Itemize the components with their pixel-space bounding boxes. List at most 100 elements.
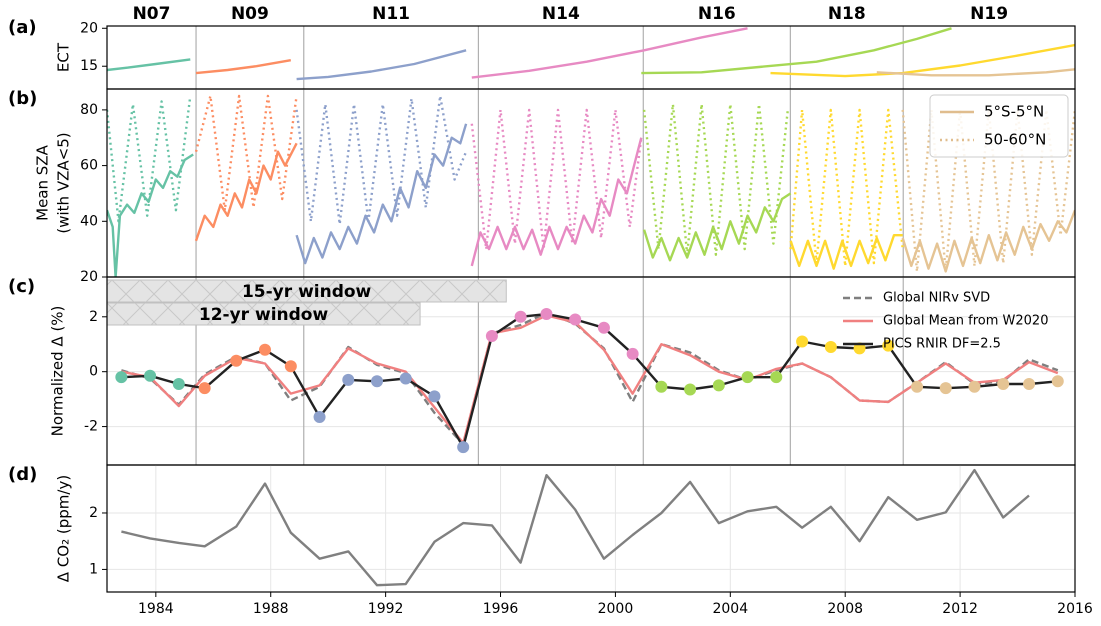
data-point <box>540 308 553 321</box>
data-point <box>684 383 697 396</box>
legend-label: Global Mean from W2020 <box>883 314 1048 329</box>
data-point <box>626 347 639 360</box>
panel <box>107 465 1075 592</box>
data-point <box>342 373 355 386</box>
panel <box>107 277 1075 465</box>
data-point <box>911 380 924 393</box>
y-axis-label: Mean SZA <box>34 144 52 220</box>
data-point <box>1051 375 1064 388</box>
satellite-label: N14 <box>542 4 580 24</box>
panel-label: (d) <box>8 464 37 485</box>
series-line <box>195 59 292 75</box>
y-tick-label: 60 <box>80 158 98 174</box>
window-label: 12-yr window <box>199 305 329 325</box>
x-tick-label: 1984 <box>138 601 174 617</box>
data-point <box>485 330 498 343</box>
series-line <box>471 27 748 79</box>
y-axis-label: Δ CO₂ (ppm/y) <box>55 475 73 582</box>
y-tick-label: 20 <box>80 269 98 285</box>
data-point <box>770 371 783 384</box>
satellite-label: N09 <box>231 4 269 24</box>
series-line <box>121 468 1030 587</box>
window-hatch <box>107 280 507 302</box>
data-point <box>172 378 185 391</box>
series-line <box>789 233 903 270</box>
series-line <box>470 137 643 267</box>
x-tick-label: 1992 <box>368 601 404 617</box>
data-point <box>399 372 412 385</box>
data-point <box>741 371 754 384</box>
y-tick-label: 15 <box>80 58 98 74</box>
data-point <box>968 380 981 393</box>
data-point <box>569 313 582 326</box>
data-point <box>514 310 527 323</box>
y-tick-label: 2 <box>89 309 98 325</box>
data-point <box>198 382 211 395</box>
satellite-label: N16 <box>698 4 736 24</box>
data-point <box>712 379 725 392</box>
data-point <box>144 369 157 382</box>
data-point <box>796 335 809 348</box>
y-tick-label: 40 <box>80 213 98 229</box>
data-point <box>824 340 837 353</box>
y-tick-label: -2 <box>84 419 98 435</box>
axes-frame <box>106 464 1076 593</box>
y-tick-label: 80 <box>80 102 98 118</box>
data-point <box>997 378 1010 391</box>
data-point <box>853 342 866 355</box>
data-point <box>428 390 441 403</box>
x-tick-label: 2012 <box>942 601 978 617</box>
legend-label: PICS RNIR DF=2.5 <box>883 337 1001 352</box>
series-line <box>296 49 467 81</box>
data-point <box>115 371 128 384</box>
panel <box>107 26 1075 89</box>
series-line <box>295 94 468 226</box>
data-point <box>1023 378 1036 391</box>
series-line <box>295 123 468 265</box>
series-line <box>121 312 1058 449</box>
data-point <box>371 375 384 388</box>
data-point <box>258 343 271 356</box>
panel-label: (a) <box>8 17 37 38</box>
series-line <box>770 43 1075 78</box>
data-point <box>230 354 243 367</box>
series-line <box>876 68 1075 77</box>
y-tick-label: 1 <box>89 561 98 577</box>
data-point <box>939 382 952 395</box>
x-tick-label: 1988 <box>253 601 289 617</box>
x-tick-label: 2016 <box>1057 601 1093 617</box>
legend-label: 50-60°N <box>984 131 1046 149</box>
window-label: 15-yr window <box>242 282 372 302</box>
legend-frame <box>929 94 1069 158</box>
satellite-label: N07 <box>133 4 171 24</box>
x-tick-label: 2004 <box>712 601 748 617</box>
x-tick-label: 2008 <box>827 601 863 617</box>
data-point <box>597 321 610 334</box>
y-tick-label: 20 <box>80 20 98 36</box>
data-point <box>655 380 668 393</box>
window-hatch <box>107 303 421 325</box>
series-line <box>641 27 952 75</box>
y-axis-label: ECT <box>55 42 73 72</box>
data-point <box>457 441 470 454</box>
series-line <box>642 192 792 262</box>
y-axis-label: Normalized Δ (%) <box>49 306 67 437</box>
panel-label: (b) <box>8 88 37 109</box>
x-tick-label: 2000 <box>598 601 634 617</box>
satellite-label: N11 <box>372 4 410 24</box>
series-line <box>107 153 194 277</box>
series-line <box>470 108 643 251</box>
series-line <box>642 103 789 256</box>
panel <box>107 89 1075 277</box>
legend-label: 5°S-5°N <box>984 103 1044 121</box>
series-line <box>107 58 191 72</box>
legend-label: Global NIRv SVD <box>883 291 990 306</box>
data-point <box>313 410 326 423</box>
data-point <box>882 339 895 352</box>
series-line <box>121 311 1059 446</box>
y-axis-label: (with VZA<5) <box>55 132 73 233</box>
x-tick-label: 1996 <box>483 601 519 617</box>
series-line <box>121 314 1059 445</box>
panel-label: (c) <box>8 276 35 297</box>
